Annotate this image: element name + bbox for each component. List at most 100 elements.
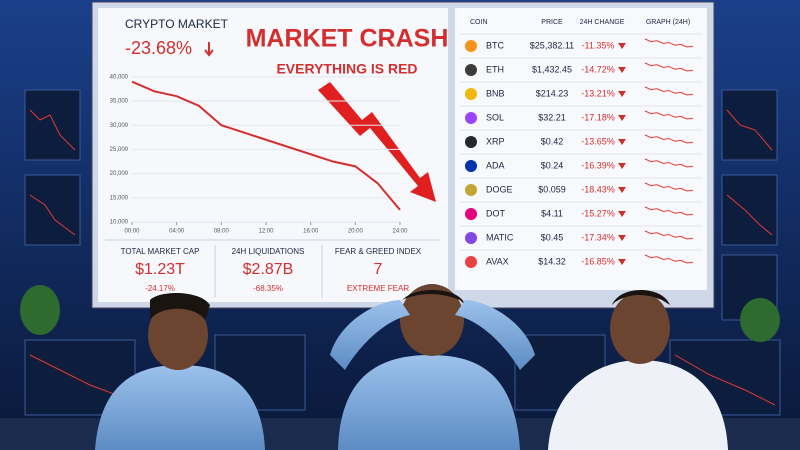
y-tick-label: 25,000 (110, 147, 129, 153)
coin-change: -17.34% (581, 232, 615, 242)
market-change: -23.68% (125, 38, 192, 58)
down-icon (618, 211, 626, 217)
subheadline: EVERYTHING IS RED (276, 61, 417, 77)
coin-icon (465, 40, 477, 52)
left-panel (98, 8, 448, 302)
coin-icon (465, 232, 477, 244)
people (95, 284, 728, 450)
down-icon (618, 115, 626, 121)
sparkline (644, 182, 694, 192)
stat-change: -68.35% (253, 284, 283, 293)
table-header: 24H CHANGE (580, 19, 625, 26)
coin-name: XRP (486, 136, 505, 146)
crash-arrow (318, 82, 436, 202)
sparkline (644, 158, 694, 168)
coin-price: $14.32 (538, 256, 566, 266)
sparkline (644, 110, 694, 120)
coin-change: -14.72% (581, 64, 615, 74)
coin-name: DOT (486, 208, 506, 218)
coin-price: $1,432.45 (532, 64, 572, 74)
coin-icon (465, 160, 477, 172)
down-icon (618, 259, 626, 265)
coin-name: MATIC (486, 232, 514, 242)
stat-value: $2.87B (243, 261, 294, 278)
coin-icon (465, 112, 477, 124)
coin-change: -11.35% (582, 40, 615, 50)
x-tick-label: 08:00 (214, 229, 230, 235)
coin-price: $0.059 (538, 184, 566, 194)
sparkline (644, 206, 694, 216)
right-panel (455, 8, 707, 290)
stat-value: $1.23T (135, 261, 185, 278)
price-chart: 10,000 15,000 20,000 25,000 30,000 35,000 40,0… (110, 74, 409, 234)
down-icon (618, 43, 626, 49)
sparkline (644, 86, 694, 96)
coin-price: $4.11 (541, 208, 563, 218)
coin-name: BNB (486, 88, 505, 98)
table-header: COIN (470, 19, 488, 26)
coin-change: -16.85% (581, 256, 615, 266)
y-tick-label: 35,000 (110, 99, 129, 105)
stat-label: TOTAL MARKET CAP (121, 247, 200, 256)
coin-table: COIN PRICE 24H CHANGE GRAPH (24H) BTC $25,382… (460, 19, 702, 268)
y-tick-label: 20,000 (110, 171, 129, 177)
coin-name: DOGE (486, 184, 513, 194)
x-tick-label: 12:00 (258, 229, 274, 235)
y-tick-label: 30,000 (110, 123, 129, 129)
coin-icon (465, 64, 477, 76)
y-tick-label: 40,000 (110, 74, 129, 80)
stats: TOTAL MARKET CAP $1.23T -24.17% 24H LIQUIDA… (121, 247, 422, 293)
stat-label: FEAR & GREED INDEX (335, 247, 422, 256)
coin-icon (465, 88, 477, 100)
x-tick-label: 16:00 (303, 229, 319, 235)
coin-change: -13.21% (581, 88, 615, 98)
down-icon (618, 139, 626, 145)
coin-price: $0.42 (541, 136, 564, 146)
coin-price: $0.24 (541, 160, 564, 170)
stat-label: 24H LIQUIDATIONS (232, 247, 305, 256)
down-icon (204, 42, 214, 57)
price-line (131, 80, 401, 211)
stat-value: 7 (374, 261, 383, 278)
x-tick-label: 24:00 (392, 229, 408, 235)
sparkline (644, 254, 694, 264)
table-header: GRAPH (24H) (646, 19, 690, 26)
coin-name: ETH (486, 64, 504, 74)
down-icon (618, 163, 626, 169)
x-tick-label: 04:00 (169, 229, 185, 235)
coin-price: $0.45 (541, 232, 564, 242)
stat-change: -24.17% (145, 284, 175, 293)
coin-icon (465, 208, 477, 220)
panel-title: CRYPTO MARKET (125, 17, 229, 31)
coin-change: -15.27% (581, 208, 615, 218)
coin-price: $32.21 (538, 112, 566, 122)
stat-change: EXTREME FEAR (347, 284, 409, 293)
coin-change: -13.65% (581, 136, 615, 146)
x-tick-label: 00:00 (124, 229, 140, 235)
coin-name: SOL (486, 112, 504, 122)
coin-icon (465, 256, 477, 268)
y-tick-label: 15,000 (110, 195, 129, 201)
sparkline (644, 62, 694, 72)
side-monitors (20, 89, 781, 416)
coin-change: -17.18% (581, 112, 615, 122)
coin-name: AVAX (486, 256, 509, 266)
coin-icon (465, 184, 477, 196)
coin-icon (465, 136, 477, 148)
headline: MARKET CRASH (246, 25, 449, 53)
coin-change: -18.43% (581, 184, 615, 194)
y-tick-label: 10,000 (110, 220, 129, 226)
down-icon (618, 235, 626, 241)
coin-name: ADA (486, 160, 505, 170)
coin-change: -16.39% (581, 160, 615, 170)
down-icon (618, 67, 626, 73)
table-header: PRICE (541, 19, 563, 26)
sparkline (644, 38, 694, 48)
coin-price: $25,382.11 (530, 40, 574, 50)
down-icon (618, 91, 626, 97)
sparkline (644, 230, 694, 240)
down-icon (618, 187, 626, 193)
sparkline (644, 134, 694, 144)
coin-name: BTC (486, 40, 505, 50)
